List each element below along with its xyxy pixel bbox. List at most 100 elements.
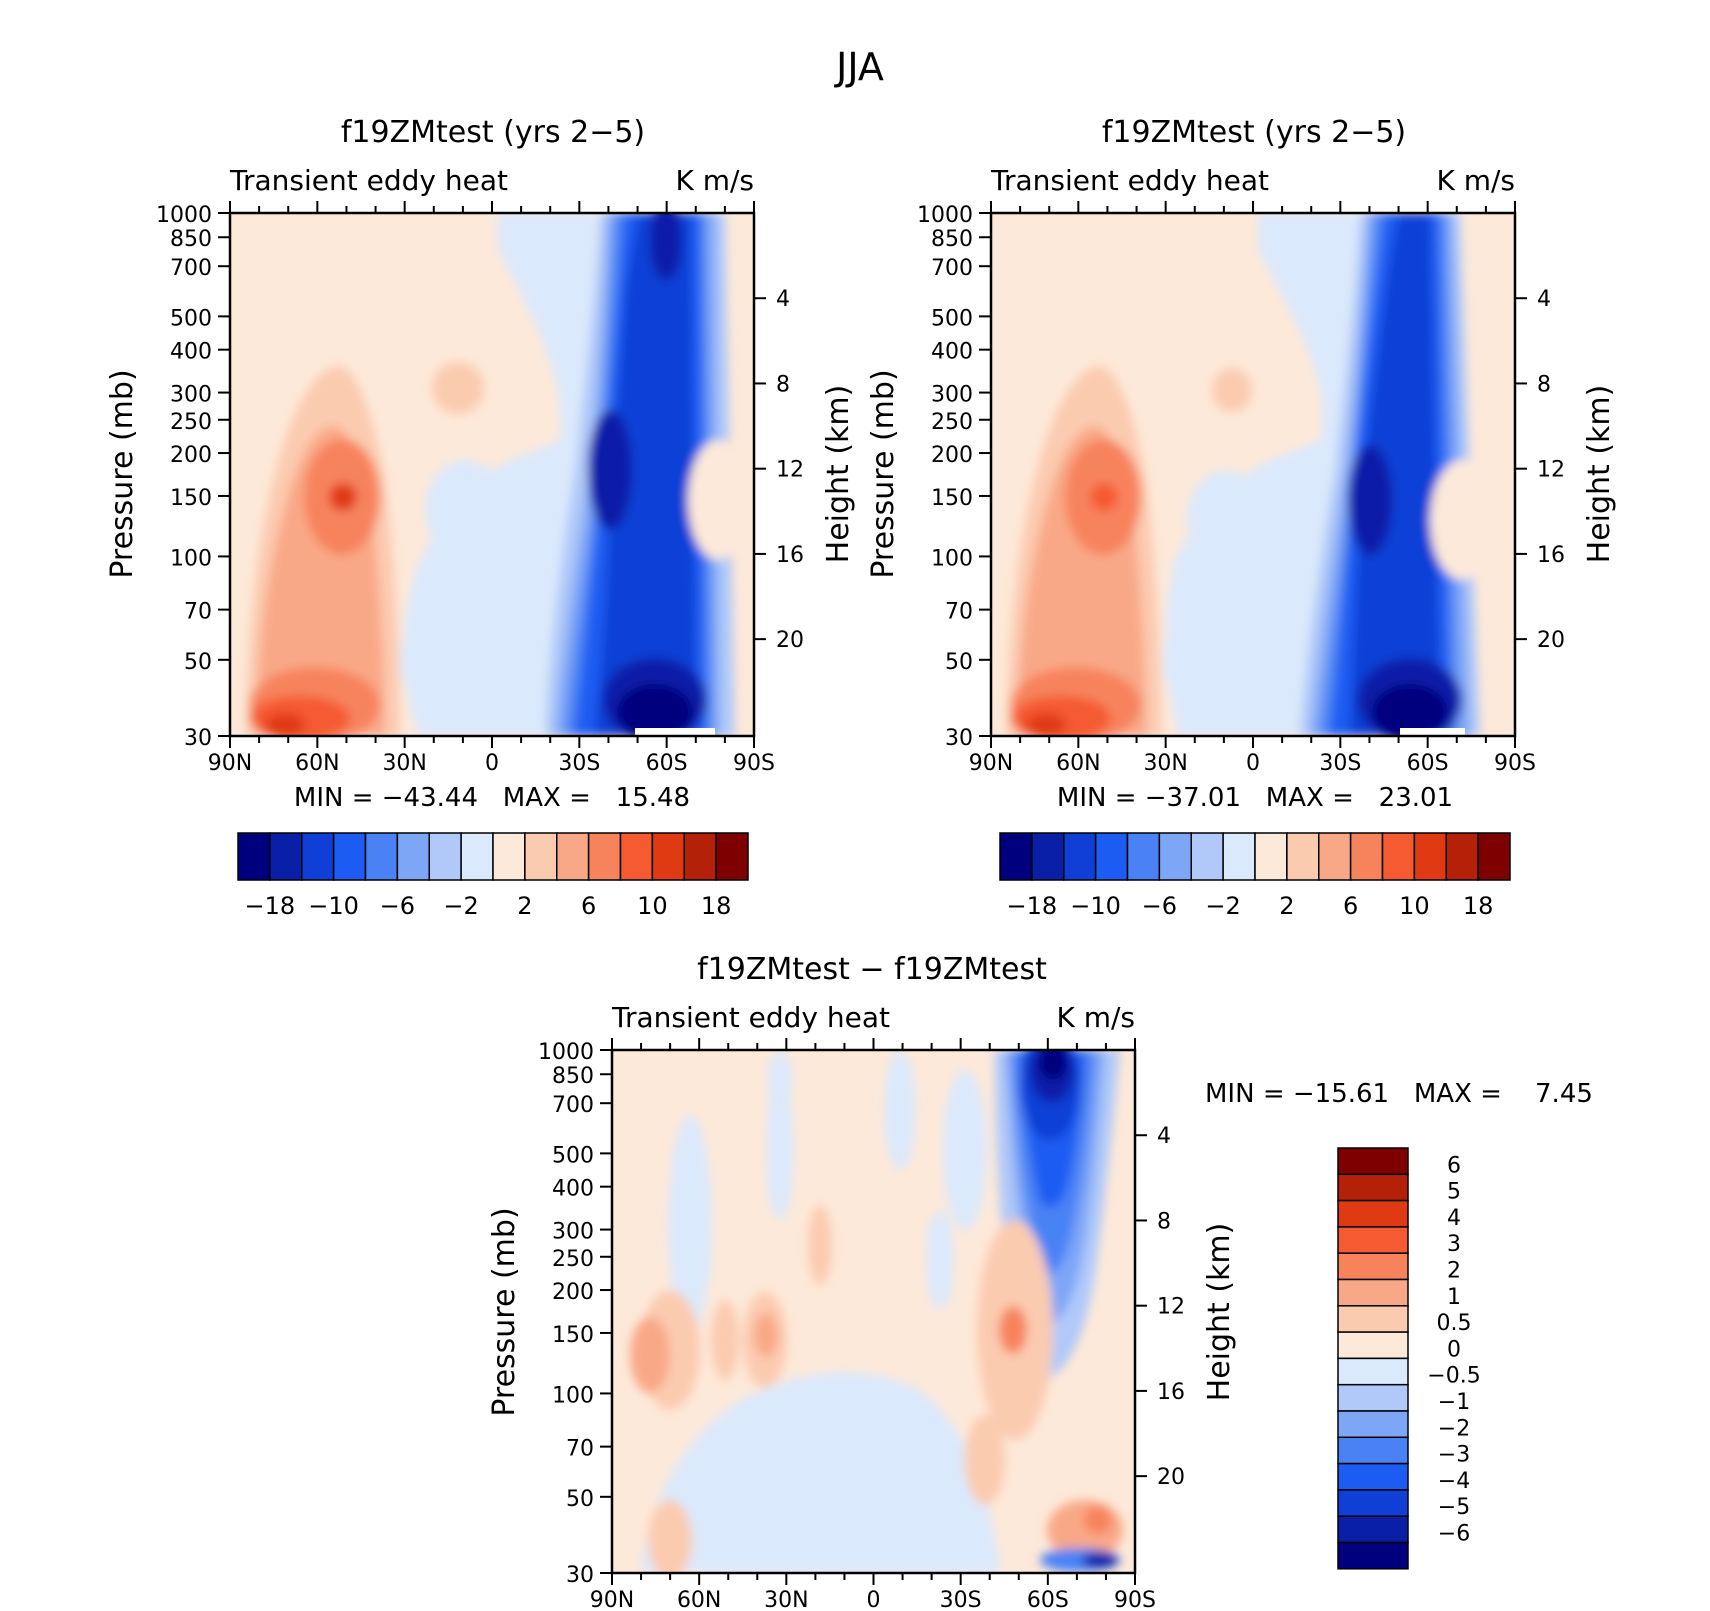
colorbar-box <box>301 832 335 881</box>
height-tick-label: 20 <box>1537 628 1565 653</box>
colorbar-label: −2 <box>1438 1416 1470 1441</box>
colorbar-box <box>1031 832 1065 881</box>
x-tick-label: 30S <box>940 1588 982 1611</box>
y-tick-label: 70 <box>566 1437 594 1462</box>
colorbar-box <box>237 832 271 881</box>
y-tick-label: 70 <box>945 600 973 625</box>
panel-right-title: f19ZMtest (yrs 2−5) <box>1102 115 1406 150</box>
colorbar-box <box>651 832 685 881</box>
x-tick-label: 0 <box>867 1588 881 1611</box>
field-pos-5 <box>754 1313 778 1357</box>
colorbar-label: −18 <box>245 892 296 920</box>
colorbar-box <box>396 832 430 881</box>
height-tick-label: 12 <box>1537 458 1565 483</box>
y-tick-label: 100 <box>931 546 973 571</box>
colorbar-label: 6 <box>1447 1153 1461 1178</box>
field-pos-11 <box>1084 1506 1112 1534</box>
panel-diff-ylabel: Pressure (mb) <box>487 1207 522 1416</box>
y-tick-label: 250 <box>931 410 973 435</box>
colorbar-label: −10 <box>1070 892 1121 920</box>
height-tick-label: 8 <box>1537 372 1551 397</box>
colorbar-box <box>683 832 717 881</box>
x-tick-label: 30N <box>382 751 426 776</box>
y-tick-label: 100 <box>552 1383 594 1408</box>
colorbar-label: −6 <box>1438 1522 1470 1547</box>
field-neg-7 <box>640 1371 1000 1573</box>
colorbar-label: 3 <box>1447 1232 1461 1257</box>
panel-left-contour-field <box>230 213 754 736</box>
x-tick-label: 30S <box>558 751 600 776</box>
x-tick-label: 90S <box>1114 1588 1156 1611</box>
panel-left: f19ZMtest (yrs 2−5) Transient eddy heat … <box>105 115 856 813</box>
field-neg-4 <box>884 1050 916 1170</box>
height-tick-label: 12 <box>1157 1295 1185 1320</box>
height-tick-label: 4 <box>776 287 790 312</box>
colorbar-box <box>524 832 558 881</box>
colorbar-label: −0.5 <box>1427 1364 1480 1389</box>
y-tick-label: 700 <box>552 1093 594 1118</box>
colorbar-box <box>587 832 622 881</box>
colorbar-box <box>1337 1173 1409 1202</box>
x-tick-label: 60S <box>646 751 688 776</box>
y-tick-label: 250 <box>170 410 212 435</box>
colorbar-box <box>364 832 399 881</box>
colorbar-left: −18 −10 −6 −2 2 6 10 18 <box>237 832 749 920</box>
colorbar-box <box>1222 832 1256 881</box>
x-tick-label: 30N <box>1143 751 1187 776</box>
colorbar-box <box>999 832 1033 881</box>
colorbar-label: −4 <box>1438 1469 1470 1494</box>
field-nh-neg-1 <box>1187 470 1263 570</box>
height-tick-label: 16 <box>776 543 804 568</box>
x-tick-label: 90N <box>590 1588 634 1611</box>
colorbar-label: −5 <box>1438 1495 1470 1520</box>
y-tick-label: 200 <box>170 443 212 468</box>
colorbar-box <box>1190 832 1224 881</box>
field-sh-neg-7 <box>1372 684 1448 736</box>
x-tick-label: 90N <box>208 751 252 776</box>
x-tick-label: 90S <box>733 751 775 776</box>
panel-diff-contour-field <box>612 1050 1135 1573</box>
y-tick-label: 700 <box>170 256 212 281</box>
field-neg-10 <box>1082 1552 1118 1568</box>
y-tick-label: 250 <box>552 1247 594 1272</box>
colorbar-box <box>492 832 526 881</box>
field-neg-2 <box>766 1080 794 1220</box>
panel-diff-title: f19ZMtest − f19ZMtest <box>697 952 1047 987</box>
x-tick-label: 30N <box>764 1588 808 1611</box>
x-tick-label: 0 <box>485 751 499 776</box>
field-pos-8 <box>999 1306 1027 1354</box>
field-nh-pos-4 <box>329 483 357 511</box>
y-tick-label: 1000 <box>156 203 212 228</box>
field-sh-neg-5 <box>595 213 696 736</box>
colorbar-label: −18 <box>1007 892 1058 920</box>
colorbar-label: −3 <box>1438 1443 1470 1468</box>
x-tick-label: 60N <box>295 751 339 776</box>
colorbar-label: 6 <box>1343 892 1358 920</box>
panel-right-ylabel: Pressure (mb) <box>866 369 901 578</box>
colorbar-label: 6 <box>581 892 596 920</box>
panel-right-contour-field <box>991 213 1515 736</box>
colorbar-label: −6 <box>380 892 415 920</box>
panel-left-left-label: Transient eddy heat <box>229 164 508 197</box>
y-tick-label: 850 <box>170 227 212 252</box>
colorbar-box <box>1337 1541 1409 1570</box>
field-neg-5 <box>943 1070 987 1230</box>
field-nh-pos-8 <box>1212 368 1252 412</box>
field-sh-pos <box>688 440 748 560</box>
field-sh-neg-9 <box>588 410 632 530</box>
panel-right-ylabel-right: Height (km) <box>1582 385 1617 564</box>
field-neg-3 <box>768 1050 792 1110</box>
x-tick-label: 60N <box>677 1588 721 1611</box>
colorbar-label: 10 <box>1399 892 1430 920</box>
y-tick-label: 200 <box>931 443 973 468</box>
y-tick-label: 500 <box>170 306 212 331</box>
y-tick-label: 70 <box>184 600 212 625</box>
colorbar-label: 18 <box>701 892 732 920</box>
colorbar-label: 18 <box>1463 892 1494 920</box>
colorbar-box <box>1337 1331 1409 1360</box>
field-neg-6 <box>926 1210 954 1310</box>
y-tick-label: 400 <box>552 1177 594 1202</box>
